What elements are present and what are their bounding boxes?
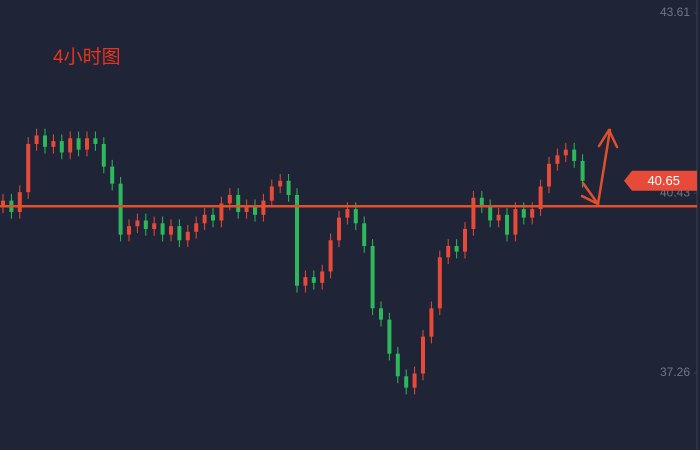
candle-body	[496, 214, 501, 221]
candle-body	[345, 209, 350, 218]
candle-body	[101, 143, 106, 167]
price-tag-label: 40.65	[647, 173, 680, 188]
candle-body	[404, 376, 409, 388]
candle-body	[513, 209, 518, 235]
candle-body	[110, 166, 115, 184]
candle-body	[26, 143, 31, 193]
candle-body	[118, 183, 123, 235]
candle-body	[429, 308, 434, 337]
candle-body	[244, 206, 249, 212]
candle-body	[328, 240, 333, 272]
candle-body	[177, 226, 182, 241]
candle-body	[34, 135, 39, 144]
candle-body	[488, 206, 493, 221]
candle-body	[370, 245, 375, 309]
candle-body	[572, 149, 577, 161]
candle-body	[530, 209, 535, 218]
candle-body	[236, 194, 241, 212]
candle-body	[85, 138, 89, 150]
candle-body	[51, 141, 56, 147]
candle-body	[68, 138, 73, 153]
candle-body	[160, 223, 165, 235]
candle-body	[353, 209, 358, 224]
arrows	[580, 128, 619, 206]
candle-body	[320, 271, 325, 283]
candle-body	[303, 277, 308, 286]
candle-body	[454, 245, 459, 252]
candle-body	[547, 163, 551, 187]
candle-body	[505, 214, 509, 235]
candle-body	[269, 186, 274, 201]
price-tag	[624, 170, 697, 191]
candle-body	[1, 200, 5, 207]
candle-body	[421, 336, 425, 374]
candle-body	[227, 194, 232, 204]
candle-body	[202, 214, 207, 224]
candle-body	[278, 180, 283, 187]
candle-body	[437, 257, 442, 309]
arrow-head	[597, 128, 619, 149]
candle-body	[563, 149, 568, 156]
candle-body	[412, 373, 417, 388]
candle-body	[538, 186, 543, 210]
candle-body	[311, 277, 316, 283]
candle-body	[43, 135, 47, 147]
candle-body	[185, 231, 190, 241]
candle-body	[127, 226, 131, 235]
candle-body	[555, 155, 560, 164]
y-tick-label: 43.61	[660, 5, 690, 19]
candle-body	[135, 220, 140, 227]
overlay: 40.65	[0, 170, 697, 208]
candle-body	[59, 141, 64, 153]
candle-body	[169, 226, 173, 235]
candle-body	[261, 200, 266, 215]
candle-body	[219, 203, 224, 221]
candle-body	[295, 194, 299, 286]
candle-body	[143, 220, 148, 229]
candle-body	[337, 217, 341, 241]
candle-body	[479, 197, 484, 207]
candle-body	[286, 180, 291, 195]
candle-body	[379, 308, 383, 320]
candle-body	[446, 245, 451, 258]
candle-body	[580, 160, 585, 181]
candle-body	[211, 214, 215, 221]
candle-body	[395, 353, 400, 377]
candle-body	[93, 138, 98, 144]
candle-body	[76, 138, 81, 150]
candle-body	[253, 206, 257, 215]
candle-body	[463, 228, 467, 252]
y-tick-label: 37.26	[660, 365, 690, 379]
candle-body	[362, 223, 367, 246]
arrow-tail	[580, 194, 600, 206]
candle-body	[152, 223, 157, 229]
candles	[1, 128, 585, 395]
chart-title: 4小时图	[53, 46, 121, 68]
candle-body	[17, 192, 22, 212]
candle-body	[194, 223, 199, 232]
candle-body	[521, 209, 526, 218]
candle-body	[471, 197, 476, 229]
candle-body	[387, 319, 392, 354]
